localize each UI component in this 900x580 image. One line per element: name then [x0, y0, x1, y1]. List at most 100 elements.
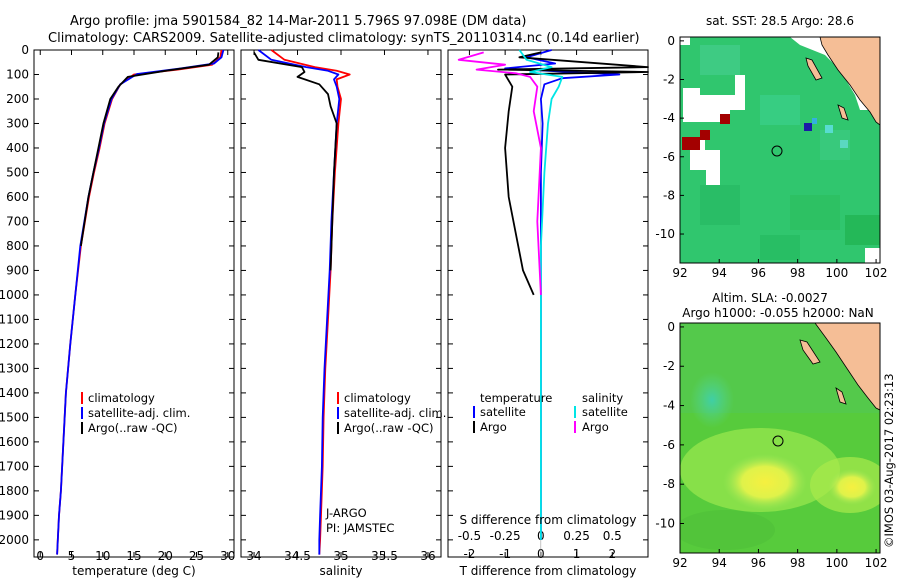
- x-tick-label: 34: [246, 549, 261, 563]
- y-tick-label: 500: [6, 165, 29, 179]
- y-tick-label: 1900: [0, 508, 29, 522]
- sla-map-subtitle: Argo h1000: -0.055 h2000: NaN: [682, 306, 874, 320]
- y-tick-label: 600: [6, 190, 29, 204]
- legend-label: Argo(..raw -QC): [88, 421, 178, 435]
- y-tick-label: 200: [6, 92, 29, 106]
- x-tick-label: 1: [573, 547, 581, 561]
- y-tick-label: 700: [6, 214, 29, 228]
- map-y-tick-label: -2: [663, 72, 675, 86]
- series-line: [518, 49, 564, 540]
- map-y-tick-label: -8: [663, 477, 675, 491]
- y-tick-label: 2000: [0, 533, 29, 547]
- series-line: [457, 51, 542, 295]
- y-tick-label: 1700: [0, 459, 29, 473]
- header-line-2: Climatology: CARS2009. Satellite-adjuste…: [48, 31, 640, 46]
- x-tick-label: 15: [126, 549, 141, 563]
- y-tick-label: 1000: [0, 288, 29, 302]
- difference-legend: temperature salinity satellite Argo sate…: [473, 391, 628, 434]
- map-x-tick-label: 96: [751, 556, 766, 570]
- map-y-tick-label: -4: [663, 399, 675, 413]
- map-x-tick-label: 100: [825, 266, 848, 280]
- legend-label: satellite: [480, 405, 526, 419]
- imos-credit: ©IMOS 03-Aug-2017 02:23:13: [882, 373, 896, 548]
- series-line: [257, 49, 341, 555]
- map-y-tick-label: -2: [663, 359, 675, 373]
- x-tick-label-salinity: 0.25: [563, 529, 590, 543]
- difference-plot-frame: [447, 49, 649, 558]
- sst-argo-position-marker: [771, 145, 783, 157]
- y-tick-label: 1200: [0, 337, 29, 351]
- sla-map-frame: [679, 322, 881, 554]
- x-tick-label: 0: [36, 549, 44, 563]
- map-x-tick-label: 100: [825, 556, 848, 570]
- y-tick-label: 400: [6, 141, 29, 155]
- temperature-plot-frame: [33, 49, 235, 558]
- y-tick-label: 1800: [0, 484, 29, 498]
- x-tick-label-salinity: -0.25: [490, 529, 521, 543]
- sst-map-field: [680, 37, 880, 263]
- header-line-1: Argo profile: jma 5901584_82 14-Mar-2011…: [70, 14, 526, 29]
- difference-xlabel-salinity: S difference from climatology: [460, 513, 637, 527]
- map-y-tick-label: 0: [667, 320, 675, 334]
- y-tick-label: 1400: [0, 386, 29, 400]
- legend-label: Argo: [582, 420, 609, 434]
- x-tick-label: 35: [333, 549, 348, 563]
- map-x-tick-label: 94: [712, 556, 727, 570]
- legend-label: satellite-adj. clim.: [88, 406, 190, 420]
- series-line: [80, 52, 220, 247]
- legend-label: satellite: [582, 405, 628, 419]
- x-tick-label: 30: [220, 549, 235, 563]
- float-owner: J-ARGO: [325, 506, 367, 520]
- series-line: [56, 49, 225, 555]
- temperature-legend: climatology satellite-adj. clim. Argo(..…: [81, 391, 190, 435]
- series-line: [504, 49, 621, 540]
- sst-map-frame: [679, 36, 881, 264]
- map-y-tick-label: 0: [667, 34, 675, 48]
- temperature-xlabel: temperature (deg C): [72, 564, 195, 578]
- salinity-legend: climatology satellite-adj. clim. Argo(..…: [337, 391, 446, 435]
- map-y-tick-label: -8: [663, 188, 675, 202]
- y-tick-label: 800: [6, 239, 29, 253]
- difference-xlabel: T difference from climatology: [459, 564, 637, 578]
- sla-argo-position-marker: [772, 435, 784, 447]
- y-tick-label: 1600: [0, 435, 29, 449]
- y-tick-label: 1300: [0, 361, 29, 375]
- map-y-tick-label: -10: [655, 227, 675, 241]
- sst-map-title: sat. SST: 28.5 Argo: 28.6: [706, 14, 854, 28]
- profile-lines: [56, 49, 649, 555]
- map-x-tick-label: 102: [865, 266, 888, 280]
- x-tick-label: -2: [463, 547, 475, 561]
- map-y-tick-label: -10: [655, 517, 675, 531]
- y-tick-label: 1100: [0, 312, 29, 326]
- salinity-plot-frame: [240, 49, 442, 558]
- float-pi: PI: JAMSTEC: [326, 521, 394, 535]
- x-tick-label-salinity: 0.5: [603, 529, 622, 543]
- y-tick-label: 100: [6, 67, 29, 81]
- map-x-tick-label: 98: [790, 266, 805, 280]
- sla-map-title: Altim. SLA: -0.0027: [712, 291, 828, 305]
- series-line: [497, 51, 649, 296]
- map-y-tick-label: -4: [663, 111, 675, 125]
- x-tick-label: 5: [68, 549, 76, 563]
- map-x-tick-label: 96: [751, 266, 766, 280]
- map-x-tick-label: 102: [865, 556, 888, 570]
- y-tick-label: 300: [6, 116, 29, 130]
- salinity-xlabel: salinity: [319, 564, 362, 578]
- x-tick-label: 36: [420, 549, 435, 563]
- legend-label: satellite-adj. clim.: [344, 406, 446, 420]
- legend-label: climatology: [88, 391, 155, 405]
- legend-label: Argo(..raw -QC): [344, 421, 434, 435]
- series-line: [270, 49, 351, 555]
- map-x-tick-label: 94: [712, 266, 727, 280]
- map-y-tick-label: -6: [663, 438, 675, 452]
- x-tick-label: 10: [95, 549, 110, 563]
- sla-map-field: [680, 323, 880, 553]
- y-tick-label: 900: [6, 263, 29, 277]
- x-tick-label: -1: [499, 547, 511, 561]
- x-tick-label-salinity: -0.5: [458, 529, 481, 543]
- legend-label: Argo: [480, 420, 507, 434]
- y-tick-label: 1500: [0, 410, 29, 424]
- map-x-tick-label: 92: [672, 556, 687, 570]
- x-tick-label: 34.5: [284, 549, 311, 563]
